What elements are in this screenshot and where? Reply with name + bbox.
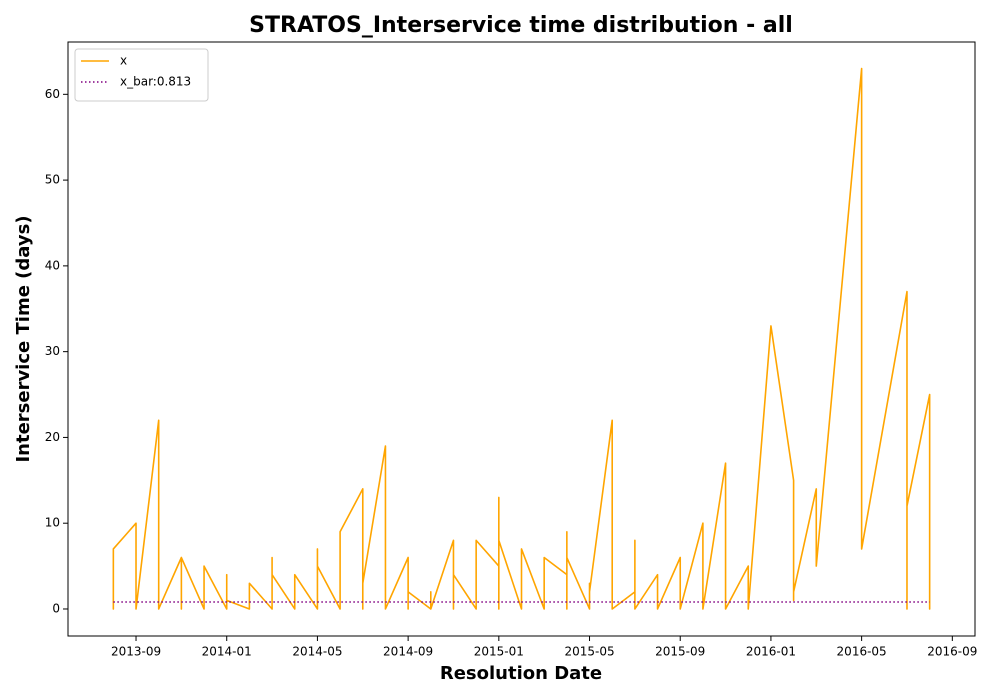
- x-axis-label: Resolution Date: [440, 663, 602, 684]
- x-tick-label: 2016-09: [927, 645, 977, 659]
- x-tick-label: 2016-05: [837, 645, 887, 659]
- y-tick-label: 10: [45, 516, 60, 530]
- legend-label: x_bar:0.813: [120, 75, 191, 89]
- x-tick-label: 2016-01: [746, 645, 796, 659]
- x-tick-label: 2015-05: [564, 645, 614, 659]
- y-tick-label: 0: [52, 601, 60, 615]
- y-axis-label: Interservice Time (days): [13, 215, 34, 462]
- data-line: [112, 67, 931, 610]
- x-tick-label: 2014-01: [202, 645, 252, 659]
- x-tick-label: 2014-05: [292, 645, 342, 659]
- x-tick-label: 2015-01: [474, 645, 524, 659]
- legend-box: [74, 48, 209, 102]
- y-tick-label: 20: [45, 430, 60, 444]
- x-tick-label: 2014-09: [383, 645, 433, 659]
- legend-label: x: [120, 54, 127, 68]
- y-tick-label: 60: [45, 87, 60, 101]
- y-tick-label: 40: [45, 258, 60, 272]
- y-tick-label: 50: [45, 173, 60, 187]
- x-tick-label: 2013-09: [111, 645, 161, 659]
- x-tick-label: 2015-09: [655, 645, 705, 659]
- plot-frame: [67, 41, 976, 637]
- chart-title: STRATOS_Interservice time distribution -…: [249, 13, 793, 38]
- y-tick-label: 30: [45, 344, 60, 358]
